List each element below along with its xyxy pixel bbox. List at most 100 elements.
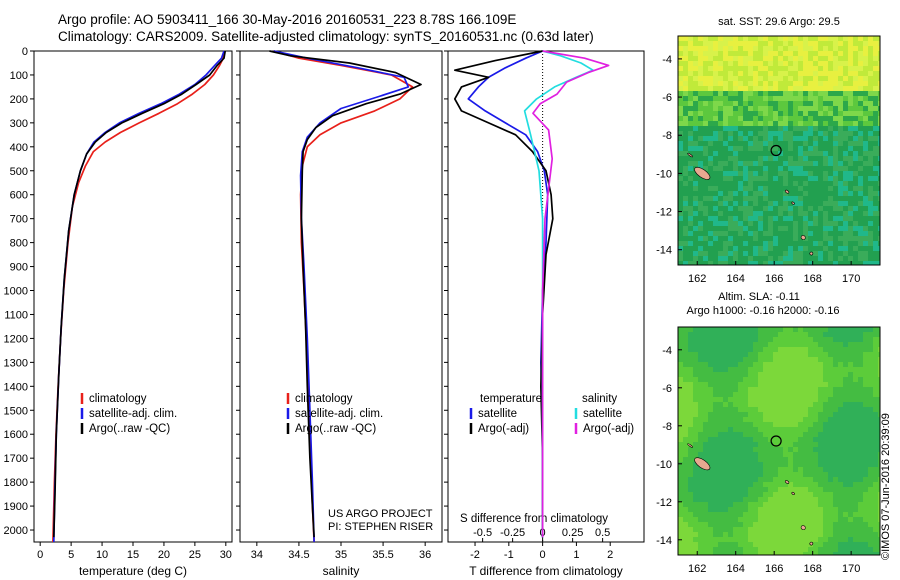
map-cell <box>798 81 803 86</box>
map-cell <box>858 61 863 66</box>
map-cell <box>753 56 758 61</box>
map-cell <box>718 527 723 532</box>
map-cell <box>708 512 713 517</box>
series-line <box>523 50 594 538</box>
map-cell <box>873 196 878 201</box>
map-cell <box>828 171 833 176</box>
map-cell <box>858 151 863 156</box>
map-cell <box>708 161 713 166</box>
map-cell <box>683 402 688 407</box>
map-cell <box>718 36 723 41</box>
map-cell <box>838 497 843 502</box>
map-cell <box>838 342 843 347</box>
map-cell <box>773 492 778 497</box>
map-cell <box>748 201 753 206</box>
map-cell <box>823 36 828 41</box>
map-cell <box>708 186 713 191</box>
map-cell <box>838 512 843 517</box>
map-cell <box>688 487 693 492</box>
map-cell <box>843 201 848 206</box>
map-cell <box>783 156 788 161</box>
map-cell <box>683 166 688 171</box>
map-cell <box>703 166 708 171</box>
map-cell <box>828 206 833 211</box>
map-cell <box>858 522 863 527</box>
map-cell <box>713 542 718 547</box>
map-cell <box>803 96 808 101</box>
map-cell <box>878 382 880 387</box>
map-cell <box>718 417 723 422</box>
map-cell <box>773 532 778 537</box>
map-cell <box>753 51 758 56</box>
map-cell <box>743 101 748 106</box>
map-cell <box>763 116 768 121</box>
map-cell <box>768 337 773 342</box>
map-cell <box>828 372 833 377</box>
map-cell <box>788 462 793 467</box>
map-cell <box>878 452 880 457</box>
map-cell <box>873 191 878 196</box>
map-cell <box>858 231 863 236</box>
map-cell <box>868 512 873 517</box>
map-cell <box>878 186 880 191</box>
map-cell <box>688 186 693 191</box>
map-cell <box>768 462 773 467</box>
map-cell <box>803 146 808 151</box>
map-cell <box>728 41 733 46</box>
map-cell <box>808 482 813 487</box>
map-cell <box>818 226 823 231</box>
map-cell <box>783 467 788 472</box>
map-cell <box>688 46 693 51</box>
map-cell <box>828 176 833 181</box>
map-cell <box>703 231 708 236</box>
map-cell <box>743 517 748 522</box>
map-cell <box>743 41 748 46</box>
map-cell <box>743 226 748 231</box>
map-cell <box>783 121 788 126</box>
map-cell <box>863 71 868 76</box>
map-cell <box>833 427 838 432</box>
map-cell <box>833 352 838 357</box>
map-cell <box>853 106 858 111</box>
map-cell <box>773 457 778 462</box>
map-cell <box>768 377 773 382</box>
map-cell <box>763 236 768 241</box>
map-cell <box>678 367 683 372</box>
map-cell <box>818 176 823 181</box>
map-cell <box>863 76 868 81</box>
map-cell <box>838 452 843 457</box>
map-cell <box>708 362 713 367</box>
map-cell <box>818 96 823 101</box>
map-cell <box>858 437 863 442</box>
map-cell <box>838 552 843 555</box>
map-cell <box>748 156 753 161</box>
map-cell <box>773 71 778 76</box>
map-cell <box>713 146 718 151</box>
map-cell <box>758 352 763 357</box>
map-cell <box>878 407 880 412</box>
map-cell <box>803 547 808 552</box>
y-tick-label: 2000 <box>4 525 28 537</box>
map-cell <box>713 447 718 452</box>
map-cell <box>693 136 698 141</box>
map-cell <box>788 131 793 136</box>
map-cell <box>738 372 743 377</box>
legend-label: satellite-adj. clim. <box>89 408 177 420</box>
map-cell <box>788 352 793 357</box>
map-cell <box>728 221 733 226</box>
map-cell <box>778 216 783 221</box>
map-cell <box>683 126 688 131</box>
map-cell <box>828 91 833 96</box>
map-cell <box>708 392 713 397</box>
map-cell <box>798 121 803 126</box>
map-cell <box>688 176 693 181</box>
map-cell <box>743 472 748 477</box>
map-cell <box>773 81 778 86</box>
map-cell <box>703 517 708 522</box>
map-cell <box>878 552 880 555</box>
map-cell <box>678 191 683 196</box>
map-cell <box>753 156 758 161</box>
map-cell <box>703 106 708 111</box>
map-cell <box>863 131 868 136</box>
map-cell <box>878 437 880 442</box>
